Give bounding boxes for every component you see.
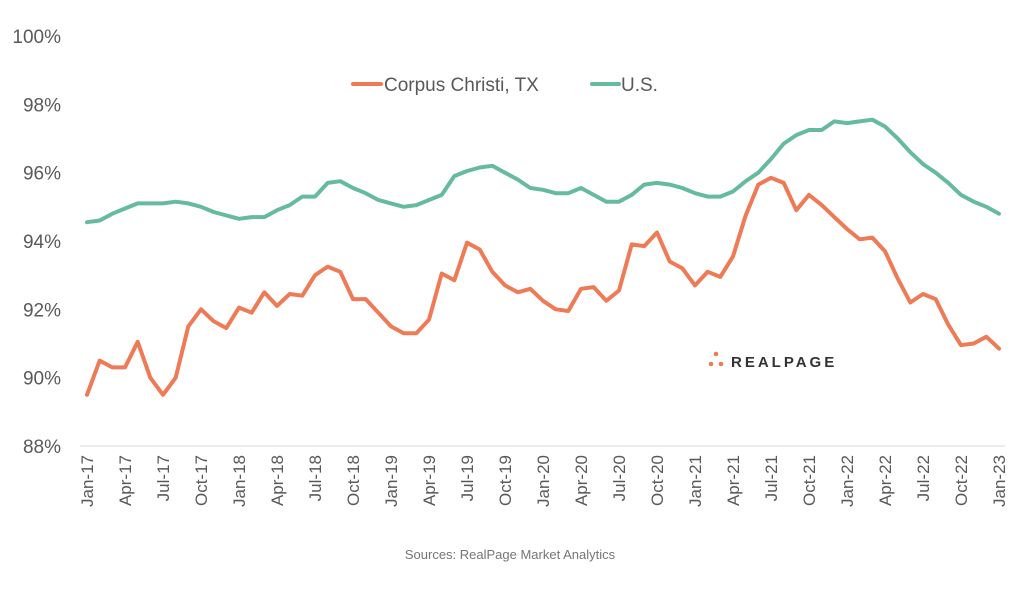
x-tick-label: Jan-20: [534, 455, 553, 507]
logo-dot-icon: [708, 361, 714, 367]
y-tick-label: 98%: [23, 95, 61, 116]
x-tick-label: Oct-20: [648, 455, 667, 506]
logo-text: REALPAGE: [731, 354, 837, 371]
series-line-corpus-christi: [85, 175, 1001, 397]
source-note: Sources: RealPage Market Analytics: [405, 547, 616, 562]
y-axis: 88% 90% 92% 94% 96% 98% 100%: [12, 27, 61, 458]
x-tick-label: Oct-19: [496, 455, 515, 506]
series-line-us: [85, 117, 1001, 225]
y-tick-label: 96%: [23, 164, 61, 185]
x-tick-label: Oct-17: [192, 455, 211, 506]
logo-dot-icon: [718, 361, 724, 367]
x-tick-label: Jul-18: [306, 455, 325, 501]
y-tick-label: 94%: [23, 232, 61, 253]
x-tick-label: Jan-23: [990, 455, 1009, 507]
logo-dot-icon: [713, 351, 719, 357]
y-tick-label: 90%: [23, 369, 61, 390]
x-tick-label: Oct-22: [952, 455, 971, 506]
x-tick-label: Jan-19: [382, 455, 401, 507]
legend-label-corpus-christi: Corpus Christi, TX: [384, 75, 539, 96]
series-group: [85, 117, 1001, 397]
x-tick-label: Jul-20: [610, 455, 629, 501]
x-tick-label: Jul-17: [154, 455, 173, 501]
realpage-logo: REALPAGE: [708, 351, 837, 371]
x-tick-label: Apr-21: [724, 455, 743, 506]
y-tick-label: 88%: [23, 437, 61, 458]
legend: Corpus Christi, TX U.S.: [351, 75, 658, 96]
legend-label-us: U.S.: [621, 75, 658, 96]
y-tick-label: 100%: [12, 27, 61, 48]
x-tick-label: Apr-20: [572, 455, 591, 506]
x-tick-label: Jan-21: [686, 455, 705, 507]
x-tick-label: Oct-21: [800, 455, 819, 506]
x-tick-label: Apr-17: [116, 455, 135, 506]
x-tick-label: Oct-18: [344, 455, 363, 506]
x-axis: Jan-17 Apr-17 Jul-17 Oct-17 Jan-18 Apr-18 Jul-…: [78, 455, 1009, 507]
x-tick-label: Apr-18: [268, 455, 287, 506]
x-tick-label: Apr-22: [876, 455, 895, 506]
x-tick-label: Jul-19: [458, 455, 477, 501]
x-tick-label: Jan-17: [78, 455, 97, 507]
y-tick-label: 92%: [23, 300, 61, 321]
x-tick-label: Apr-19: [420, 455, 439, 506]
x-tick-label: Jul-22: [914, 455, 933, 501]
x-tick-label: Jan-22: [838, 455, 857, 507]
x-tick-label: Jul-21: [762, 455, 781, 501]
x-tick-label: Jan-18: [230, 455, 249, 507]
